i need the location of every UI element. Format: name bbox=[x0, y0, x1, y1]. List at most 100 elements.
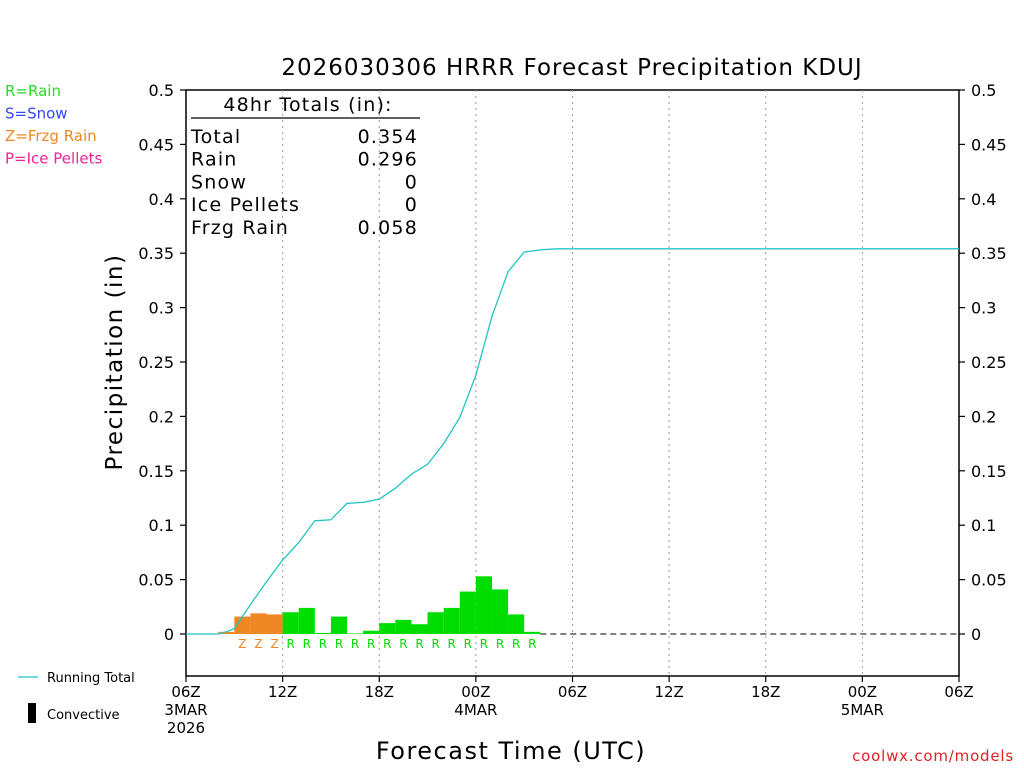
totals-row-label: Rain bbox=[191, 149, 238, 171]
line-legend: Running Total Convective bbox=[18, 671, 135, 723]
y-tick-label-left: 0.3 bbox=[149, 299, 174, 318]
x-tick-label: 00Z bbox=[461, 683, 490, 701]
precip-bar bbox=[508, 614, 525, 634]
precip-bar bbox=[314, 632, 331, 634]
precip-bar bbox=[218, 631, 235, 634]
y-tick-label-right: 0.05 bbox=[971, 571, 1007, 590]
y-tick-label-left: 0.25 bbox=[138, 353, 174, 372]
y-tick-label-left: 0.5 bbox=[149, 81, 174, 100]
precip-bar bbox=[298, 607, 315, 634]
type-legend-item: R=Rain bbox=[5, 82, 61, 100]
type-legend-item: S=Snow bbox=[5, 105, 68, 123]
y-tick-label-right: 0.5 bbox=[971, 81, 996, 100]
precip-bar bbox=[443, 607, 460, 634]
precip-bar bbox=[395, 619, 412, 634]
precip-type-legend: R=Rain S=Snow Z=Frzg Rain P=Ice Pellets bbox=[5, 82, 102, 168]
y-tick-label-left: 0.45 bbox=[138, 135, 174, 154]
type-legend-item: Z=Frzg Rain bbox=[5, 127, 97, 145]
y-tick-label-left: 0.2 bbox=[149, 407, 174, 426]
y-tick-label-right: 0 bbox=[971, 625, 981, 644]
totals-row-value: 0.058 bbox=[358, 217, 418, 239]
precip-type-letter: R bbox=[399, 637, 407, 651]
precip-bar bbox=[475, 576, 492, 634]
precip-bar bbox=[491, 589, 509, 634]
totals-box: 48hr Totals (in): Total 0.354 Rain 0.296 Sno… bbox=[190, 94, 420, 239]
precip-bar bbox=[379, 623, 396, 634]
y-tick-label-right: 0.2 bbox=[971, 407, 996, 426]
hourly-bars bbox=[218, 576, 541, 635]
x-tick-label: 18Z bbox=[751, 683, 780, 701]
y-tick-label-left: 0 bbox=[164, 625, 174, 644]
precip-bar bbox=[524, 631, 541, 634]
precip-type-letter: R bbox=[351, 637, 359, 651]
precip-type-letter: R bbox=[480, 637, 488, 651]
precip-type-letter: R bbox=[512, 637, 520, 651]
y-tick-label-left: 0.1 bbox=[149, 516, 174, 535]
y-tick-label-left: 0.05 bbox=[138, 571, 174, 590]
y-tick-label-right: 0.45 bbox=[971, 135, 1007, 154]
precip-type-letter: R bbox=[319, 637, 327, 651]
totals-row-label: Snow bbox=[191, 171, 247, 193]
x-tick-label: 4MAR bbox=[454, 701, 497, 719]
y-tick-label-right: 0.15 bbox=[971, 462, 1007, 481]
precip-bar bbox=[427, 612, 444, 634]
y-tick-label-right: 0.4 bbox=[971, 190, 996, 209]
precip-type-letter: R bbox=[448, 637, 456, 651]
watermark: coolwx.com/models bbox=[852, 747, 1014, 765]
totals-row-value: 0.296 bbox=[358, 149, 418, 171]
x-tick-label: 3MAR bbox=[164, 701, 207, 719]
x-tick-label: 18Z bbox=[365, 683, 394, 701]
x-tick-label: 12Z bbox=[268, 683, 297, 701]
precip-type-letter: R bbox=[303, 637, 311, 651]
y-tick-label-right: 0.1 bbox=[971, 516, 996, 535]
y-tick-label-left: 0.15 bbox=[138, 462, 174, 481]
running-total-legend-label: Running Total bbox=[47, 671, 135, 686]
totals-row-value: 0 bbox=[405, 171, 418, 193]
x-tick-label: 06Z bbox=[944, 683, 973, 701]
y-tick-label-right: 0.35 bbox=[971, 244, 1007, 263]
y-axis-label: Precipitation (in) bbox=[102, 254, 128, 471]
x-tick-label: 00Z bbox=[848, 683, 877, 701]
totals-row-label: Ice Pellets bbox=[191, 194, 300, 216]
totals-row-value: 0 bbox=[405, 194, 418, 216]
precip-type-letter: R bbox=[415, 637, 423, 651]
precip-bar bbox=[250, 613, 267, 634]
precip-type-letter: R bbox=[528, 637, 536, 651]
precip-bar bbox=[266, 614, 283, 634]
precip-type-letter: Z bbox=[270, 637, 278, 651]
precip-type-letter: Z bbox=[254, 637, 262, 651]
x-tick-label: 06Z bbox=[558, 683, 587, 701]
totals-row-value: 0.354 bbox=[358, 126, 418, 148]
convective-legend-label: Convective bbox=[47, 708, 120, 723]
x-tick-label: 5MAR bbox=[841, 701, 884, 719]
precip-type-letter: R bbox=[496, 637, 504, 651]
precip-bar bbox=[330, 616, 348, 634]
chart-title: 2026030306 HRRR Forecast Precipitation K… bbox=[281, 55, 862, 81]
convective-legend-swatch bbox=[28, 703, 36, 723]
precip-type-letter: R bbox=[383, 637, 391, 651]
grid-lines bbox=[282, 90, 863, 676]
precip-bar bbox=[459, 591, 476, 634]
totals-row-label: Frzg Rain bbox=[191, 217, 289, 239]
precip-type-letter: R bbox=[367, 637, 375, 651]
x-axis-label: Forecast Time (UTC) bbox=[376, 737, 646, 765]
type-legend-item: P=Ice Pellets bbox=[5, 150, 102, 168]
precip-bar bbox=[282, 612, 299, 634]
y-axis-left: 0 0.05 0.1 0.15 0.2 0.25 0.3 0.35 0.4 0.45 0.5 bbox=[138, 81, 186, 644]
precip-bar bbox=[363, 630, 380, 634]
precip-type-letter: R bbox=[431, 637, 439, 651]
totals-row-label: Total bbox=[190, 126, 241, 148]
x-tick-label: 12Z bbox=[654, 683, 683, 701]
y-tick-label-right: 0.3 bbox=[971, 299, 996, 318]
precip-bar bbox=[347, 633, 364, 635]
totals-heading: 48hr Totals (in): bbox=[223, 94, 392, 116]
y-tick-label-left: 0.35 bbox=[138, 244, 174, 263]
precip-type-letter: R bbox=[287, 637, 295, 651]
x-tick-label: 06Z bbox=[171, 683, 200, 701]
precip-type-letter: R bbox=[335, 637, 343, 651]
y-tick-label-left: 0.4 bbox=[149, 190, 174, 209]
y-axis-right: 0 0.05 0.1 0.15 0.2 0.25 0.3 0.35 0.4 0.45 0.5 bbox=[959, 81, 1007, 644]
